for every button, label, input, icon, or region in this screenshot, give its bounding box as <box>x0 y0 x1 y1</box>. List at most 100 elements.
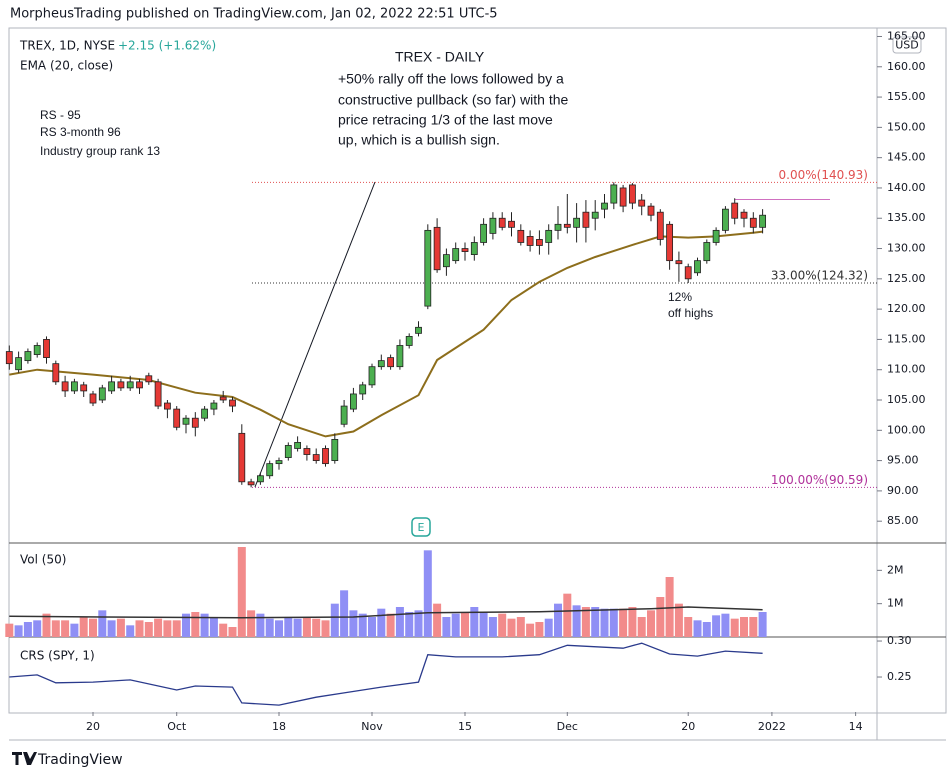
volume-bar <box>712 615 721 637</box>
x-tick-label: 2022 <box>758 720 786 733</box>
candle-body <box>684 266 692 280</box>
x-tick-label: Oct <box>167 720 187 733</box>
candle-body <box>117 381 125 389</box>
candle-body <box>638 199 646 207</box>
candle-body <box>33 345 41 355</box>
ema-legend: EMA (20, close) <box>20 59 113 73</box>
volume-bar <box>526 623 535 637</box>
volume-bar <box>135 620 144 637</box>
y-tick-label: 90.00 <box>887 484 919 497</box>
candle-body <box>470 242 478 255</box>
candle-body <box>675 260 683 265</box>
x-tick-label: 20 <box>86 720 100 733</box>
y-tick-label: 130.00 <box>887 242 926 255</box>
rs-note: RS 3-month 96 <box>40 125 121 139</box>
candle-body <box>563 223 571 228</box>
x-tick-label: 18 <box>272 720 286 733</box>
volume-bar <box>433 603 442 637</box>
volume-bar <box>609 608 618 637</box>
candle-body <box>573 217 581 228</box>
volume-bar <box>563 593 572 637</box>
x-tick-label: Nov <box>361 720 383 733</box>
candle-body <box>145 375 153 383</box>
ema-line <box>9 230 763 438</box>
earnings-icon[interactable] <box>411 517 431 537</box>
volume-bar <box>330 603 339 637</box>
candle-body <box>173 408 181 428</box>
crs-line <box>9 642 763 706</box>
rs-note: RS - 95 <box>40 108 81 122</box>
y-tick-label: 120.00 <box>887 302 926 315</box>
candle-body <box>164 402 171 410</box>
volume-bar <box>600 608 609 637</box>
candle-body <box>396 345 404 368</box>
volume-bar <box>405 612 414 637</box>
candle-body <box>359 384 367 395</box>
tradingview-logo <box>12 752 37 765</box>
volume-bar <box>191 612 200 637</box>
volume-bar <box>61 620 70 637</box>
candle-body <box>461 248 469 252</box>
volume-bar <box>154 618 163 637</box>
candle-body <box>312 454 320 461</box>
fib-label: 100.00%(90.59) <box>771 473 868 487</box>
volume-bar <box>79 617 88 637</box>
y-tick-label: 160.00 <box>887 60 926 73</box>
y-tick-label: 115.00 <box>887 332 926 345</box>
volume-bar <box>209 617 218 637</box>
volume-bar <box>619 608 628 637</box>
candle-body <box>275 460 283 465</box>
candle-body <box>424 229 432 307</box>
candle-body <box>591 211 599 219</box>
volume-bar <box>89 618 98 637</box>
candle-body <box>415 326 422 334</box>
candle-body <box>508 220 515 228</box>
volume-bar <box>637 617 646 637</box>
y-tick-label: 135.00 <box>887 211 926 224</box>
candle-body <box>629 184 636 204</box>
candle-body <box>731 202 739 219</box>
y-tick-label: 110.00 <box>887 363 926 376</box>
candle-body <box>238 432 246 483</box>
candle-body <box>350 393 357 410</box>
symbol-legend: TREX, 1D, NYSE <box>19 39 115 53</box>
y-tick-label: 105.00 <box>887 393 926 406</box>
candle-body <box>703 242 711 262</box>
candle-body <box>229 399 236 407</box>
volume-bar <box>674 603 683 637</box>
candle-body <box>61 381 69 392</box>
candle-body <box>266 463 274 477</box>
candle-body <box>656 211 664 240</box>
candle-body <box>210 402 218 410</box>
volume-bar <box>684 617 693 637</box>
volume-bar <box>5 623 14 637</box>
volume-bar <box>284 617 293 637</box>
volume-bar <box>42 613 51 637</box>
volume-bar <box>628 607 637 637</box>
volume-bar <box>126 625 135 637</box>
candle-body <box>480 223 488 243</box>
y-tick-label: 85.00 <box>887 514 919 527</box>
earnings-label: E <box>418 521 425 534</box>
candle-body <box>303 448 311 455</box>
volume-bar <box>554 603 563 637</box>
volume-bar <box>358 613 367 637</box>
candle-body <box>24 351 32 362</box>
annotation-note: price retracing 1/3 of the last move <box>338 112 553 128</box>
x-tick-label: 15 <box>458 720 472 733</box>
fib-label: 0.00%(140.93) <box>779 168 868 182</box>
candle-body <box>443 254 450 268</box>
volume-bar <box>758 612 767 637</box>
x-tick-label: 14 <box>849 720 863 733</box>
volume-bar <box>730 618 739 637</box>
volume-bar <box>293 618 302 637</box>
volume-bar <box>116 618 125 637</box>
candle-body <box>15 357 23 371</box>
volume-bar <box>479 612 488 637</box>
candle-body <box>52 363 60 383</box>
volume-bar <box>275 620 284 637</box>
volume-bar <box>33 620 42 637</box>
volume-bar <box>488 617 497 637</box>
volume-bar <box>591 607 600 637</box>
